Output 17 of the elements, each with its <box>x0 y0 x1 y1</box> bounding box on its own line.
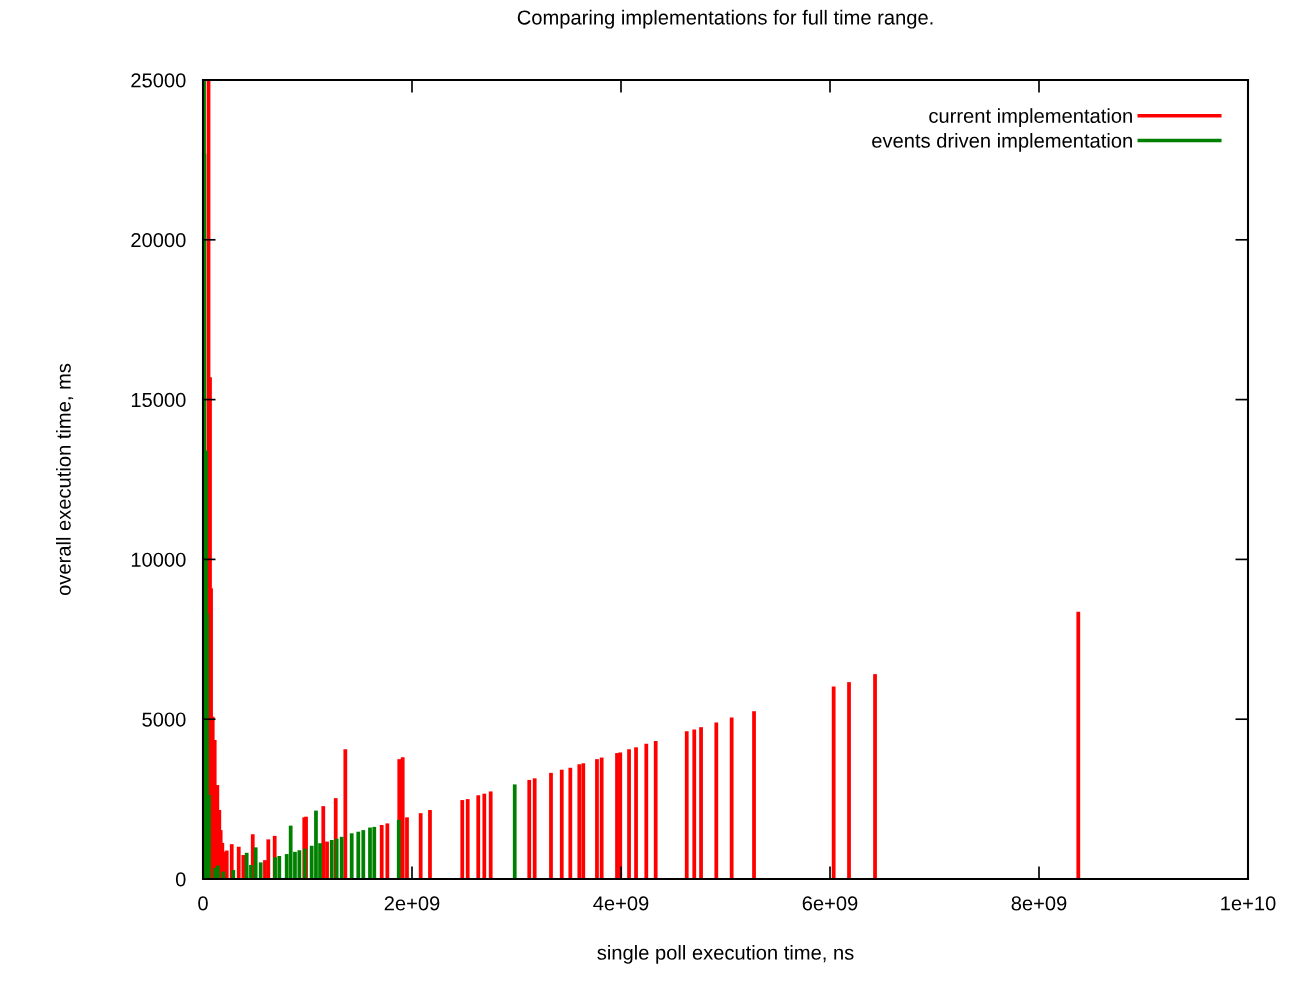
y-axis-title: overall execution time, ms <box>56 363 74 596</box>
x-tick-label: 6e+09 <box>802 896 858 911</box>
y-tick-label: 20000 <box>131 233 186 248</box>
x-tick-label: 0 <box>198 896 208 911</box>
y-tick-label: 0 <box>175 872 186 887</box>
x-tick-label: 4e+09 <box>593 896 649 911</box>
x-tick-label: 2e+09 <box>384 896 440 911</box>
y-tick-label: 15000 <box>131 392 186 408</box>
y-tick-label: 10000 <box>131 552 186 567</box>
y-tick-label: 5000 <box>142 712 186 727</box>
legend-label: events driven implementation <box>872 133 1132 152</box>
y-tick-label: 25000 <box>131 73 186 88</box>
x-axis-title: single poll execution time, ns <box>597 945 854 964</box>
x-tick-label: 8e+09 <box>1011 896 1067 911</box>
x-tick-label: 1e+10 <box>1221 896 1276 911</box>
chart-title: Comparing implementations for full time range. <box>517 9 933 29</box>
legend-label: current implementation <box>929 108 1132 127</box>
